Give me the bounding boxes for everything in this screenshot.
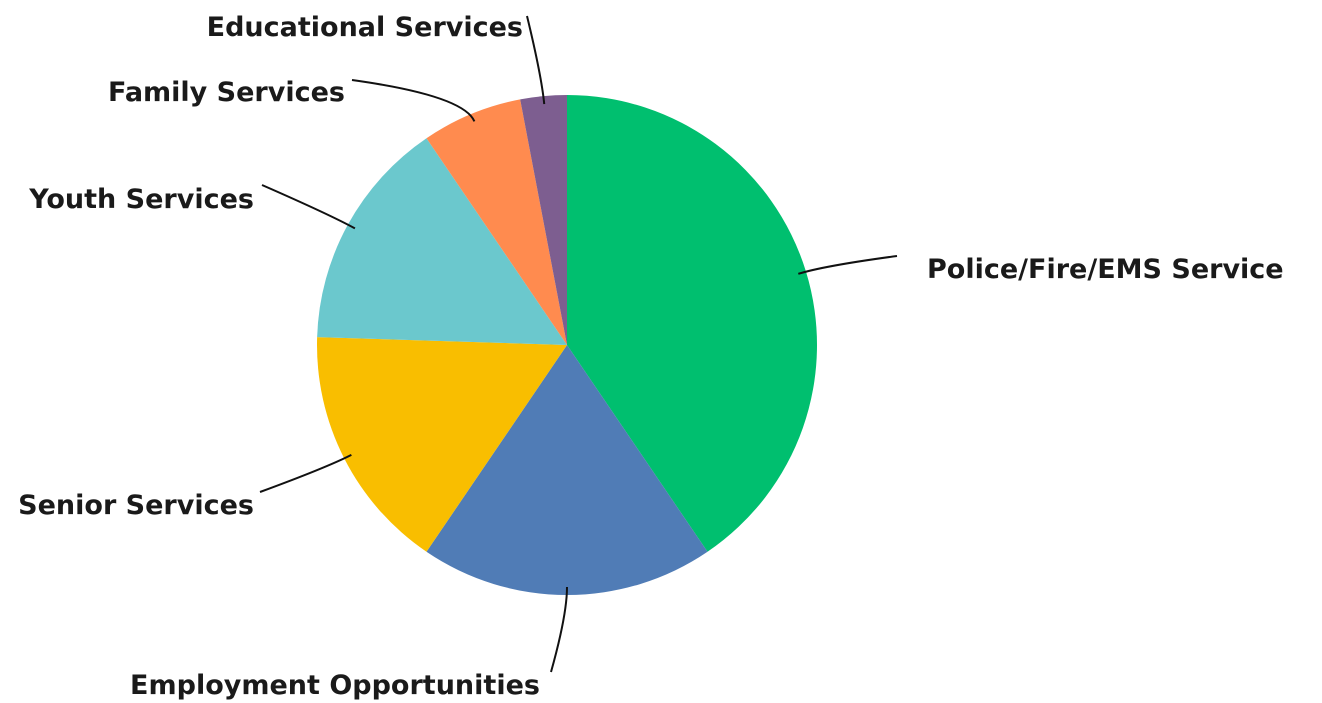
leader-line-educational-services (526, 15, 546, 105)
pie-slices (317, 95, 817, 596)
slice-label-senior-services: Senior Services (18, 490, 254, 521)
leader-lines (259, 15, 898, 673)
slice-label-employment-opportunities: Employment Opportunities (130, 670, 540, 701)
leader-line-youth-services (261, 184, 356, 230)
pie-slice-employment-opportunities (426, 345, 708, 596)
leader-line-senior-services (259, 453, 352, 493)
pie-slice-family-services (426, 99, 567, 345)
leader-line-employment-opportunities (550, 586, 568, 673)
slice-label-youth-services: Youth Services (28, 184, 254, 215)
slice-label-educational-services: Educational Services (207, 12, 523, 43)
pie-slice-youth-services (317, 138, 567, 345)
slice-label-police-fire-ems: Police/Fire/EMS Service (927, 254, 1284, 285)
pie-slice-educational-services (520, 95, 567, 345)
pie-slice-police-fire-ems-service (567, 95, 817, 552)
leader-line-family-services (351, 79, 476, 122)
slice-label-family-services: Family Services (108, 77, 345, 108)
pie-slice-senior-services (317, 337, 567, 552)
slice-labels: Police/Fire/EMS Service Employment Oppor… (18, 12, 1283, 701)
leader-line-police-fire-ems-service (798, 255, 898, 275)
